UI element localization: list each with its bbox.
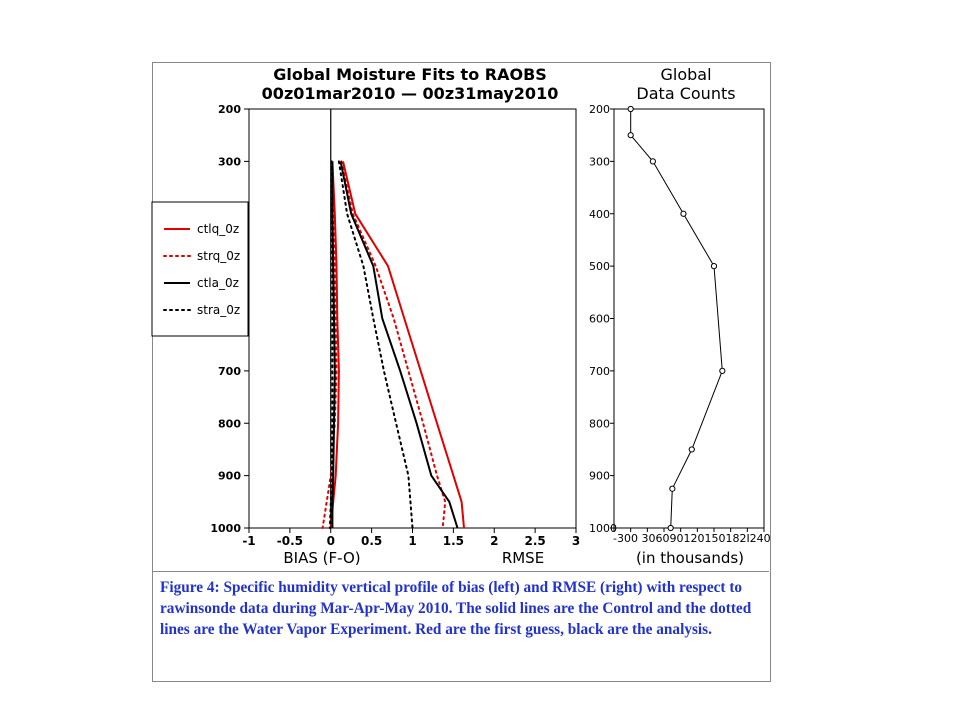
counts-point xyxy=(680,210,687,217)
x-tick-label: 1 xyxy=(408,534,416,548)
series-ctla_0z-rmse xyxy=(339,161,459,529)
moisture-fits-chart: Global Moisture Fits to RAOBS 00z01mar20… xyxy=(210,65,580,567)
x-tick-label: 0.5 xyxy=(361,534,382,548)
series-ctla_0z-bias xyxy=(331,161,336,528)
series-stra_0z-rmse xyxy=(337,160,414,529)
series-ctlq_0z-bias xyxy=(329,161,340,529)
x-tick-label: 2 xyxy=(490,534,498,548)
counts-y-tick-label: 200 xyxy=(589,103,610,116)
figure-caption: Figure 4: Specific humidity vertical pro… xyxy=(152,571,769,680)
counts-point xyxy=(627,132,634,139)
bias-axis-label: BIAS (F-O) xyxy=(283,549,360,567)
left-plot-area xyxy=(248,108,577,529)
legend: ctlq_0z strq_0z ctla_0z stra_0z xyxy=(151,201,249,337)
y-tick-label: 200 xyxy=(218,103,241,116)
rmse-axis-label: RMSE xyxy=(502,549,544,567)
x-tick-label: 2.5 xyxy=(524,534,545,548)
left-chart-subtitle: 00z01mar2010 — 00z31may2010 xyxy=(262,84,559,103)
counts-point xyxy=(627,105,634,113)
right-chart-title: Global xyxy=(660,65,711,84)
counts-y-tick-label: 900 xyxy=(589,470,610,483)
counts-y-tick-label: 800 xyxy=(589,417,610,430)
y-tick-label: 800 xyxy=(218,417,241,430)
counts-y-tick-label: 1000 xyxy=(589,522,617,535)
y-tick-label: 900 xyxy=(218,470,241,483)
legend-label: strq_0z xyxy=(197,249,240,263)
counts-axis-label: (in thousands) xyxy=(636,549,744,567)
figure-frame xyxy=(152,62,771,682)
x-tick-label: 3 xyxy=(572,534,580,548)
legend-label: ctlq_0z xyxy=(197,222,239,236)
counts-x-ticks: -300 306090120150182I240 xyxy=(613,532,771,545)
x-tick-label: -1 xyxy=(242,534,255,548)
left-chart-title: Global Moisture Fits to RAOBS xyxy=(273,65,547,84)
counts-point xyxy=(719,367,726,374)
counts-point xyxy=(649,158,656,165)
legend-box xyxy=(151,201,249,337)
series-stra_0z-bias xyxy=(328,160,334,529)
caption-text: Figure 4: Specific humidity vertical pro… xyxy=(160,579,752,638)
right-plot-area xyxy=(613,108,765,529)
right-chart-subtitle: Data Counts xyxy=(636,84,735,103)
counts-point xyxy=(688,446,695,453)
counts-point xyxy=(667,524,674,532)
y-tick-label: 300 xyxy=(218,155,241,168)
x-tick-label: -0.5 xyxy=(277,534,303,548)
counts-y-tick-label: 300 xyxy=(589,155,610,168)
counts-y-tick-label: 600 xyxy=(589,313,610,326)
x-tick-label: 0 xyxy=(327,534,335,548)
series-strq_0z-bias xyxy=(321,160,338,529)
legend-label: stra_0z xyxy=(197,303,240,317)
x-tick-label: 1.5 xyxy=(443,534,464,548)
data-counts-chart: Global Data Counts 200 300 400 500 600 700 800… xyxy=(589,65,771,567)
legend-label: ctla_0z xyxy=(197,276,239,290)
counts-y-tick-label: 400 xyxy=(589,208,610,221)
counts-y-tick-label: 700 xyxy=(589,365,610,378)
series-ctlq_0z-rmse xyxy=(342,161,465,529)
counts-point xyxy=(669,485,676,492)
counts-y-tick-label: 500 xyxy=(589,260,610,273)
counts-point xyxy=(710,263,718,270)
y-tick-label: 700 xyxy=(218,365,241,378)
y-tick-label: 1000 xyxy=(210,522,241,535)
counts-line xyxy=(630,109,723,529)
